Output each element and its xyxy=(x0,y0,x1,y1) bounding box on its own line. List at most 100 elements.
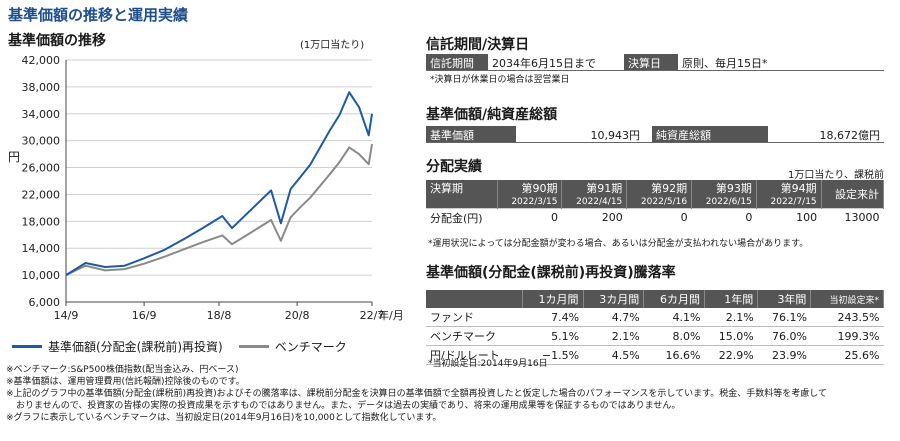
distribution-period: 第93期 xyxy=(691,180,757,196)
performance-table: 1カ月間 3カ月間 6カ月間 1年間 3年間 当初設定来* ファンド 7.4% … xyxy=(426,290,884,365)
performance-row-benchmark: ベンチマーク 5.1% 2.1% 8.0% 15.0% 76.0% 199.3% xyxy=(426,326,884,346)
performance-row-fund: ファンド 7.4% 4.7% 4.1% 2.1% 76.1% 243.5% xyxy=(426,308,884,327)
distribution-header-label: 決算期 xyxy=(426,180,498,196)
y-tick-label: 26,000 xyxy=(22,162,61,175)
distribution-date: 2022/7/15 xyxy=(756,196,822,208)
distribution-period: 第90期 xyxy=(497,180,563,196)
nav-value: 10,943円 xyxy=(590,129,641,142)
performance-value: 4.7% xyxy=(583,308,644,327)
footnote-line: ※基準価額は、運用管理費用(信託報酬)控除後のものです。 xyxy=(6,377,245,387)
y-tick-label: 34,000 xyxy=(22,108,61,121)
legend-item-fund: 基準価額(分配金(課税前)再投資) xyxy=(12,338,223,355)
y-tick-label: 42,000 xyxy=(22,54,61,67)
nav-chart: 6,000 10,000 14,000 18,000 22,000 26,000 30,00… xyxy=(8,54,404,322)
chart-heading: 基準価額の推移 xyxy=(8,33,106,49)
distribution-total-value: 13000 xyxy=(821,207,884,227)
x-tick-label: 16/9 xyxy=(132,309,157,322)
nav-label: 基準価額 xyxy=(426,126,516,142)
trust-note: *決算日が休業日の場合は翌営業日 xyxy=(430,75,570,85)
performance-column: 3年間 xyxy=(757,290,812,308)
distribution-value: 100 xyxy=(756,207,822,227)
distribution-total-label: 設定来計 xyxy=(821,180,885,208)
legend-label-fund: 基準価額(分配金(課税前)再投資) xyxy=(48,340,223,354)
distribution-value: 0 xyxy=(691,207,757,227)
performance-value: 8.0% xyxy=(643,326,705,346)
chart-unit: (1万口当たり) xyxy=(300,40,365,51)
performance-value: 2.1% xyxy=(583,326,644,346)
trust-period-label: 信託期間 xyxy=(426,54,488,70)
distribution-value: 0 xyxy=(497,207,562,227)
nav-row: 基準価額 10,943円 純資産総額 18,672億円 xyxy=(426,126,884,142)
performance-value: 4.1% xyxy=(643,308,705,327)
x-tick-label: 20/8 xyxy=(285,309,310,322)
performance-column: 6カ月間 xyxy=(643,290,705,308)
performance-section-title: 基準価額(分配金(課税前)再投資)騰落率 xyxy=(426,265,676,281)
settlement-value: 原則、毎月15日* xyxy=(682,57,768,70)
x-tick-label: 22/7 xyxy=(360,309,385,322)
legend-item-benchmark: ベンチマーク xyxy=(238,338,347,355)
distribution-date: 2022/3/15 xyxy=(497,196,563,208)
performance-row-fx: 円/ドルレート −1.5% 4.5% 16.6% 22.9% 23.9% 25.… xyxy=(426,345,884,365)
aum-label: 純資産総額 xyxy=(652,126,768,142)
performance-value: 243.5% xyxy=(810,308,884,327)
legend-swatch-fund xyxy=(12,345,42,348)
performance-value: 22.9% xyxy=(704,345,758,365)
performance-header-row: 1カ月間 3カ月間 6カ月間 1年間 3年間 当初設定来* xyxy=(426,290,884,308)
distribution-date: 2022/5/16 xyxy=(626,196,693,208)
y-tick-label: 14,000 xyxy=(22,242,61,255)
distribution-unit: 1万口当たり、課税前 xyxy=(788,170,884,181)
performance-column: 1カ月間 xyxy=(522,290,584,308)
nav-rule xyxy=(426,142,884,143)
performance-value: −1.5% xyxy=(522,345,584,365)
performance-column: 当初設定来* xyxy=(810,290,884,308)
y-tick-label: 6,000 xyxy=(29,296,61,309)
performance-value: 23.9% xyxy=(757,345,811,365)
distribution-value: 0 xyxy=(626,207,692,227)
nav-section-title: 基準価額/純資産総額 xyxy=(426,107,558,123)
footnote-line: おりませんので、投資家の皆様の実際の投資成果を示すものではありません。また、デー… xyxy=(16,401,681,411)
distribution-value-row: 分配金(円) 0 200 0 0 100 13000 xyxy=(426,207,884,227)
performance-note: *当初設定日:2014年9月16日 xyxy=(428,359,548,369)
performance-header-spacer xyxy=(426,290,523,308)
y-tick-label: 10,000 xyxy=(22,269,61,282)
performance-value: 7.4% xyxy=(522,308,584,327)
footnote-line: ※上記のグラフ中の基準価額(分配金(課税前)再投資)およびその騰落率は、課税前分… xyxy=(6,389,827,399)
distribution-period: 第94期 xyxy=(756,180,822,196)
y-axis-label: 円 xyxy=(8,150,20,164)
distribution-date-spacer xyxy=(426,196,498,208)
performance-value: 2.1% xyxy=(704,308,758,327)
performance-row-label: ベンチマーク xyxy=(426,326,523,346)
performance-row-label: ファンド xyxy=(426,308,523,327)
distribution-date: 2022/6/15 xyxy=(691,196,757,208)
distribution-section-title: 分配実績 xyxy=(426,159,482,175)
performance-value: 76.1% xyxy=(757,308,811,327)
distribution-table: 決算期 第90期 第91期 第92期 第93期 第94期 設定来計 2022/3… xyxy=(426,180,885,227)
performance-value: 4.5% xyxy=(583,345,644,365)
performance-value: 199.3% xyxy=(810,326,884,346)
x-tick-label: 18/8 xyxy=(207,309,232,322)
page-title: 基準価額の推移と運用実績 xyxy=(8,6,189,24)
performance-value: 5.1% xyxy=(522,326,584,346)
settlement-label: 決算日 xyxy=(624,54,678,70)
x-tick-label: 14/9 xyxy=(54,309,79,322)
footnotes: ※ベンチマーク:S&P500株価指数(配当金込み、円ベース) ※基準価額は、運用… xyxy=(6,364,894,424)
performance-value: 76.0% xyxy=(757,326,811,346)
footnote-line: ※ベンチマーク:S&P500株価指数(配当金込み、円ベース) xyxy=(6,365,239,375)
distribution-value: 200 xyxy=(561,207,627,227)
series-line-benchmark xyxy=(65,143,373,277)
performance-row-label: 円/ドルレート xyxy=(426,345,523,365)
trust-rule xyxy=(426,70,884,71)
distribution-header-row: 決算期 第90期 第91期 第92期 第93期 第94期 設定来計 xyxy=(426,180,885,208)
x-axis-unit: 年/月 xyxy=(378,308,404,322)
distribution-date-row: 2022/3/15 2022/4/15 2022/5/16 2022/6/15 … xyxy=(426,196,884,208)
performance-value: 16.6% xyxy=(643,345,705,365)
trust-section-title: 信託期間/決算日 xyxy=(426,37,530,53)
y-tick-label: 38,000 xyxy=(22,81,61,94)
trust-period-value: 2034年6月15日まで xyxy=(492,57,596,70)
aum-value: 18,672億円 xyxy=(819,129,881,142)
y-tick-label: 22,000 xyxy=(22,188,61,201)
distribution-date: 2022/4/15 xyxy=(561,196,628,208)
footnote-line: ※グラフに表示しているベンチマークは、当初設定日(2014年9月16日)を10,… xyxy=(6,413,442,423)
distribution-row-label: 分配金(円) xyxy=(426,207,498,227)
trust-row: 信託期間 2034年6月15日まで 決算日 原則、毎月15日* xyxy=(426,54,884,70)
